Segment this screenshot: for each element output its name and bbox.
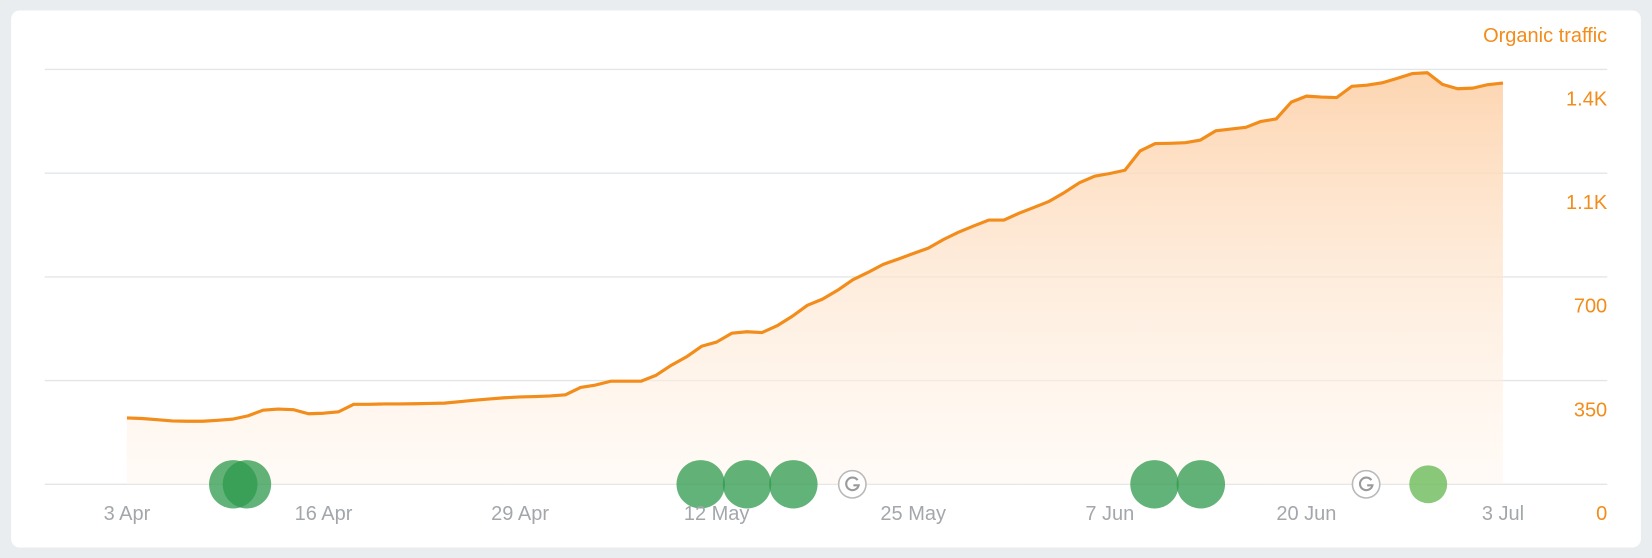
event-dot [222, 460, 272, 509]
x-tick-label: 12 May [684, 503, 750, 525]
y-tick-label: 1.1K [1566, 192, 1608, 214]
x-tick-label: 25 May [880, 503, 946, 525]
event-dot [676, 460, 725, 509]
x-tick-label: 20 Jun [1276, 503, 1336, 525]
line [126, 71, 1504, 423]
y-tick-label: 350 [1574, 399, 1607, 421]
event-dot [1409, 465, 1448, 504]
y-tick-label: 700 [1574, 296, 1607, 318]
x-tick-label: 29 Apr [491, 503, 549, 525]
legend-label: Organic traffic [1483, 25, 1607, 47]
x-tick-label: 7 Jun [1085, 503, 1134, 525]
event-dot [1130, 460, 1179, 509]
google-update-icon [1351, 469, 1381, 499]
y-tick-label: 1.4K [1566, 88, 1608, 110]
x-tick-label: 16 Apr [295, 503, 353, 525]
y-tick-label: 0 [1596, 503, 1607, 525]
area [126, 72, 1503, 485]
google-update-icon [837, 469, 867, 499]
event-markers [209, 460, 1448, 509]
x-tick-label: 3 Apr [104, 503, 151, 525]
x-tick-label: 3 Jul [1482, 503, 1524, 525]
event-dot [722, 460, 772, 509]
event-dot [769, 460, 818, 509]
event-dot [1176, 460, 1226, 509]
